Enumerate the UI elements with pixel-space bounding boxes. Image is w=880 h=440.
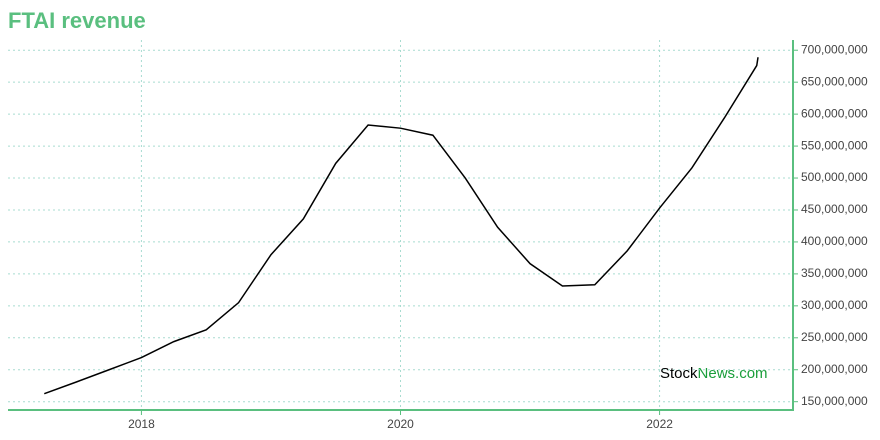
line [44, 57, 759, 395]
x-tick-label: 2022 [646, 417, 673, 431]
watermark: StockNews.com [660, 365, 768, 382]
chart-title: FTAI revenue [8, 8, 146, 33]
y-tick-label: 250,000,000 [801, 330, 868, 344]
y-tick-label: 550,000,000 [801, 138, 868, 152]
watermark-part: Stock [660, 365, 698, 382]
watermark-part: News.com [698, 365, 768, 382]
y-tick-label: 700,000,000 [801, 42, 868, 56]
y-tick-label: 200,000,000 [801, 362, 868, 376]
y-tick-label: 600,000,000 [801, 106, 868, 120]
y-tick-label: 300,000,000 [801, 298, 868, 312]
y-tick-label: 400,000,000 [801, 234, 868, 248]
y-tick-label: 450,000,000 [801, 202, 868, 216]
x-tick-label: 2018 [128, 417, 155, 431]
y-tick-label: 350,000,000 [801, 266, 868, 280]
y-tick-label: 150,000,000 [801, 394, 868, 408]
y-tick-label: 650,000,000 [801, 74, 868, 88]
y-tick-label: 500,000,000 [801, 170, 868, 184]
x-tick-label: 2020 [387, 417, 414, 431]
